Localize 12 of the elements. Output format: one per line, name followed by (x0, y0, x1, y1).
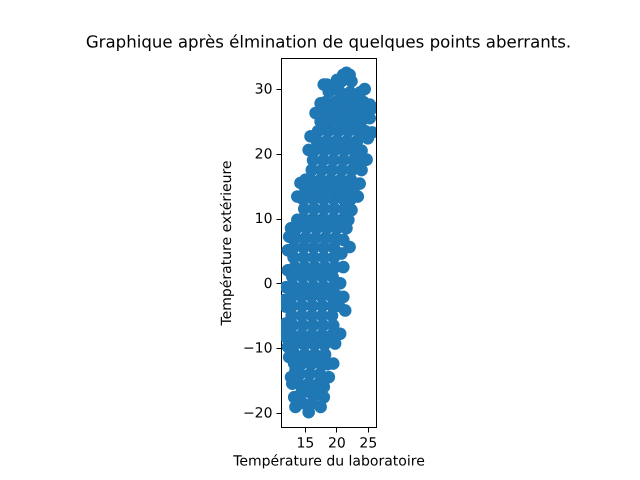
y-tick-label: 30 (254, 82, 272, 98)
x-axis-title: Température du laboratoire (232, 454, 425, 470)
x-tick-label: 25 (359, 436, 378, 452)
y-tick-label: 0 (264, 276, 272, 292)
y-tick-label: 20 (254, 146, 272, 162)
chart-title: Graphique après élmination de quelques points aberrants. (86, 32, 572, 52)
y-axis-title: Température extérieure (218, 160, 235, 327)
y-tick-label: 10 (254, 211, 272, 228)
y-tick-label: −10 (242, 340, 272, 357)
y-tick-label: −20 (242, 405, 272, 422)
x-tick-label: 20 (328, 436, 346, 452)
x-tick-label: 15 (296, 436, 314, 452)
